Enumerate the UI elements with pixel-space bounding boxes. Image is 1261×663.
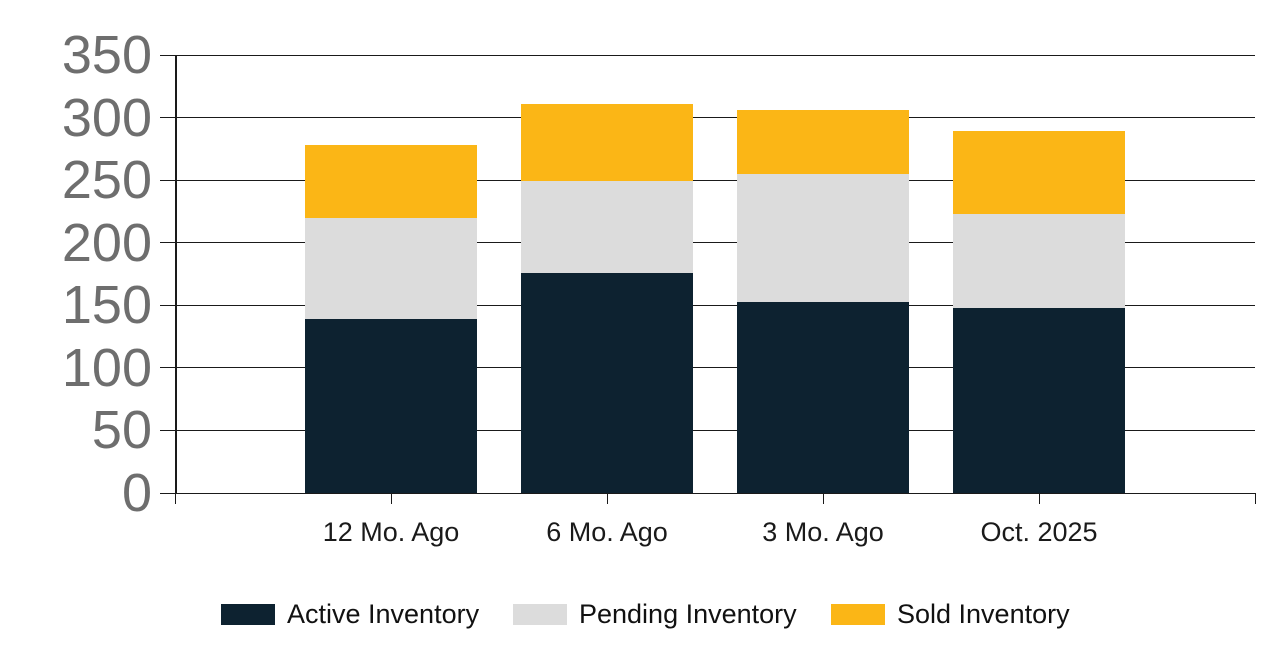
bar-segment-sold-inventory-4	[953, 131, 1125, 214]
gridline-0	[160, 492, 1255, 494]
gridline-100	[160, 367, 1255, 369]
bar-segment-pending-inventory-4	[953, 213, 1125, 308]
y-tick-label-300: 300	[61, 87, 152, 148]
bar-segment-active-inventory-4	[953, 307, 1125, 493]
x-axis-tick-4	[1039, 493, 1040, 504]
legend-item-sold-inventory: Sold Inventory	[831, 599, 1070, 629]
legend-item-active-inventory: Active Inventory	[221, 599, 479, 629]
y-axis-line	[175, 55, 177, 493]
x-category-label-2: 6 Mo. Ago	[546, 517, 668, 547]
x-category-label-3: 3 Mo. Ago	[762, 517, 884, 547]
x-axis-tick-2	[607, 493, 608, 504]
gridline-250	[160, 179, 1255, 181]
y-tick-label-250: 250	[61, 150, 152, 211]
legend-label-active-inventory: Active Inventory	[287, 599, 480, 629]
x-axis-tick-1	[391, 493, 392, 504]
x-axis-tick-5	[1255, 493, 1256, 504]
legend-swatch-active-inventory	[221, 603, 275, 625]
x-category-label-4: Oct. 2025	[980, 517, 1098, 547]
bar-segment-pending-inventory-2	[521, 181, 693, 273]
y-tick-label-100: 100	[61, 337, 152, 398]
x-category-label-1: 12 Mo. Ago	[322, 517, 460, 547]
bar-segment-active-inventory-3	[737, 301, 909, 493]
x-axis-tick-0	[175, 493, 176, 504]
y-tick-label-0: 0	[121, 463, 152, 523]
legend-swatch-sold-inventory	[831, 603, 885, 625]
bar-segment-active-inventory-2	[521, 272, 693, 493]
y-tick-label-200: 200	[61, 212, 152, 273]
bar-segment-sold-inventory-1	[305, 145, 477, 218]
bar-segment-active-inventory-1	[305, 319, 477, 493]
bar-segment-sold-inventory-3	[737, 110, 909, 174]
gridline-50	[160, 429, 1255, 431]
bar-segment-sold-inventory-2	[521, 103, 693, 182]
y-tick-label-50: 50	[91, 400, 152, 461]
x-axis-tick-3	[823, 493, 824, 504]
gridline-350	[160, 54, 1255, 56]
legend-label-sold-inventory: Sold Inventory	[897, 599, 1070, 629]
legend-label-pending-inventory: Pending Inventory	[579, 599, 797, 629]
bar-segment-pending-inventory-3	[737, 173, 909, 302]
bar-segment-pending-inventory-1	[305, 217, 477, 320]
gridline-200	[160, 242, 1255, 244]
legend-swatch-pending-inventory	[513, 603, 567, 625]
gridline-300	[160, 117, 1255, 119]
legend-item-pending-inventory: Pending Inventory	[513, 599, 797, 629]
gridline-150	[160, 304, 1255, 306]
y-tick-label-350: 350	[61, 25, 152, 85]
y-tick-label-150: 150	[61, 275, 152, 336]
